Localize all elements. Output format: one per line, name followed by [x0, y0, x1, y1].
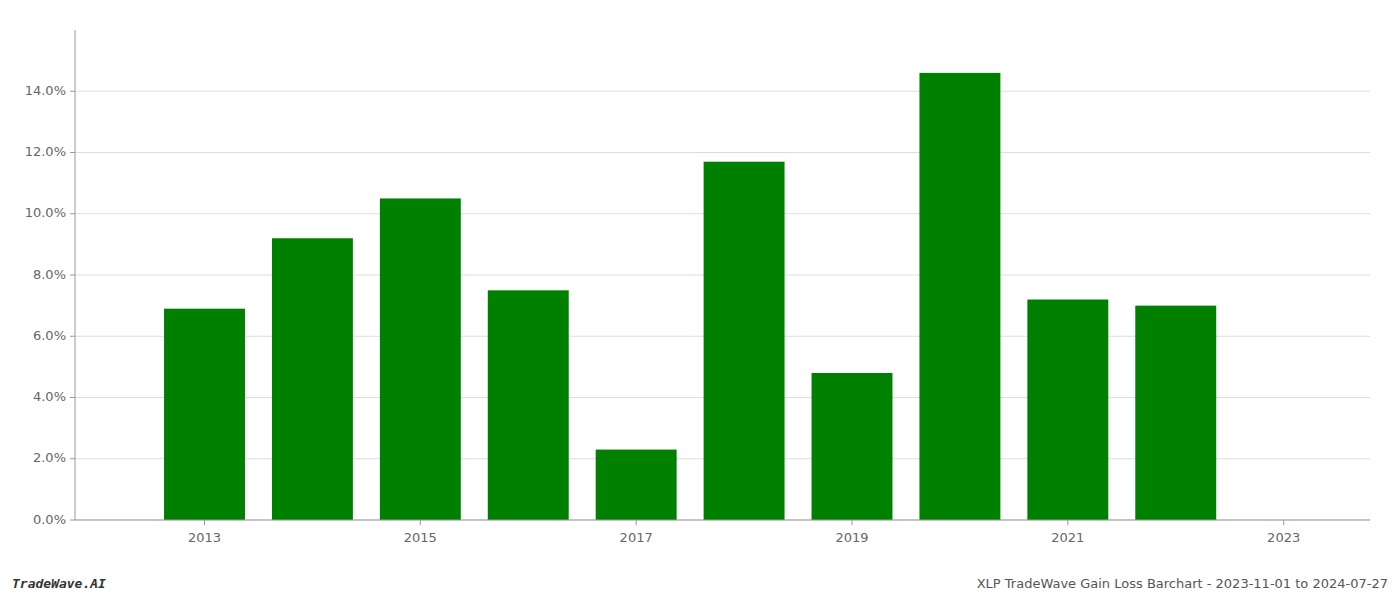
bar [1027, 300, 1108, 521]
footer-left: TradeWave.AI [12, 576, 106, 591]
y-tick-label: 8.0% [33, 267, 66, 282]
x-tick-label: 2015 [404, 530, 437, 545]
x-tick [636, 520, 637, 525]
y-axis-line [75, 30, 76, 520]
y-tick [70, 91, 75, 92]
x-tick [204, 520, 205, 525]
x-tick-label: 2013 [188, 530, 221, 545]
bar [272, 238, 353, 520]
grid-line [75, 91, 1370, 92]
y-tick-label: 12.0% [25, 144, 66, 159]
x-axis-line [75, 520, 1370, 521]
x-tick-label: 2017 [620, 530, 653, 545]
chart: 0.0%2.0%4.0%6.0%8.0%10.0%12.0%14.0%20132… [0, 0, 1400, 600]
bar [164, 309, 245, 520]
y-tick [70, 152, 75, 153]
x-tick-label: 2023 [1267, 530, 1300, 545]
x-tick [420, 520, 421, 525]
y-grid [75, 91, 1370, 520]
y-tick-label: 14.0% [25, 83, 66, 98]
bar [380, 198, 461, 520]
y-tick-label: 10.0% [25, 205, 66, 220]
y-tick-label: 6.0% [33, 328, 66, 343]
bar [704, 162, 785, 520]
x-axis: 2013 2015 2017 2019 2021 2023 [75, 520, 1370, 545]
grid-line [75, 520, 1370, 521]
bars [164, 73, 1216, 520]
y-tick [70, 397, 75, 398]
x-tick [852, 520, 853, 525]
grid-line [75, 152, 1370, 153]
x-tick-label: 2019 [835, 530, 868, 545]
bar [812, 373, 893, 520]
x-tick [1067, 520, 1068, 525]
y-tick-label: 0.0% [33, 512, 66, 527]
bar [596, 450, 677, 520]
y-tick [70, 520, 75, 521]
bar [919, 73, 1000, 520]
y-tick [70, 458, 75, 459]
y-tick-label: 2.0% [33, 450, 66, 465]
y-tick [70, 336, 75, 337]
y-tick [70, 275, 75, 276]
footer-right: XLP TradeWave Gain Loss Barchart - 2023-… [977, 576, 1388, 591]
y-tick-label: 4.0% [33, 389, 66, 404]
y-tick [70, 213, 75, 214]
bar [488, 290, 569, 520]
y-axis: 0.0% 2.0% 4.0% 6.0% 8.0% 10.0% 12.0% 14.0% [25, 30, 75, 527]
x-tick-label: 2021 [1051, 530, 1084, 545]
x-tick [1283, 520, 1284, 525]
bar [1135, 306, 1216, 520]
